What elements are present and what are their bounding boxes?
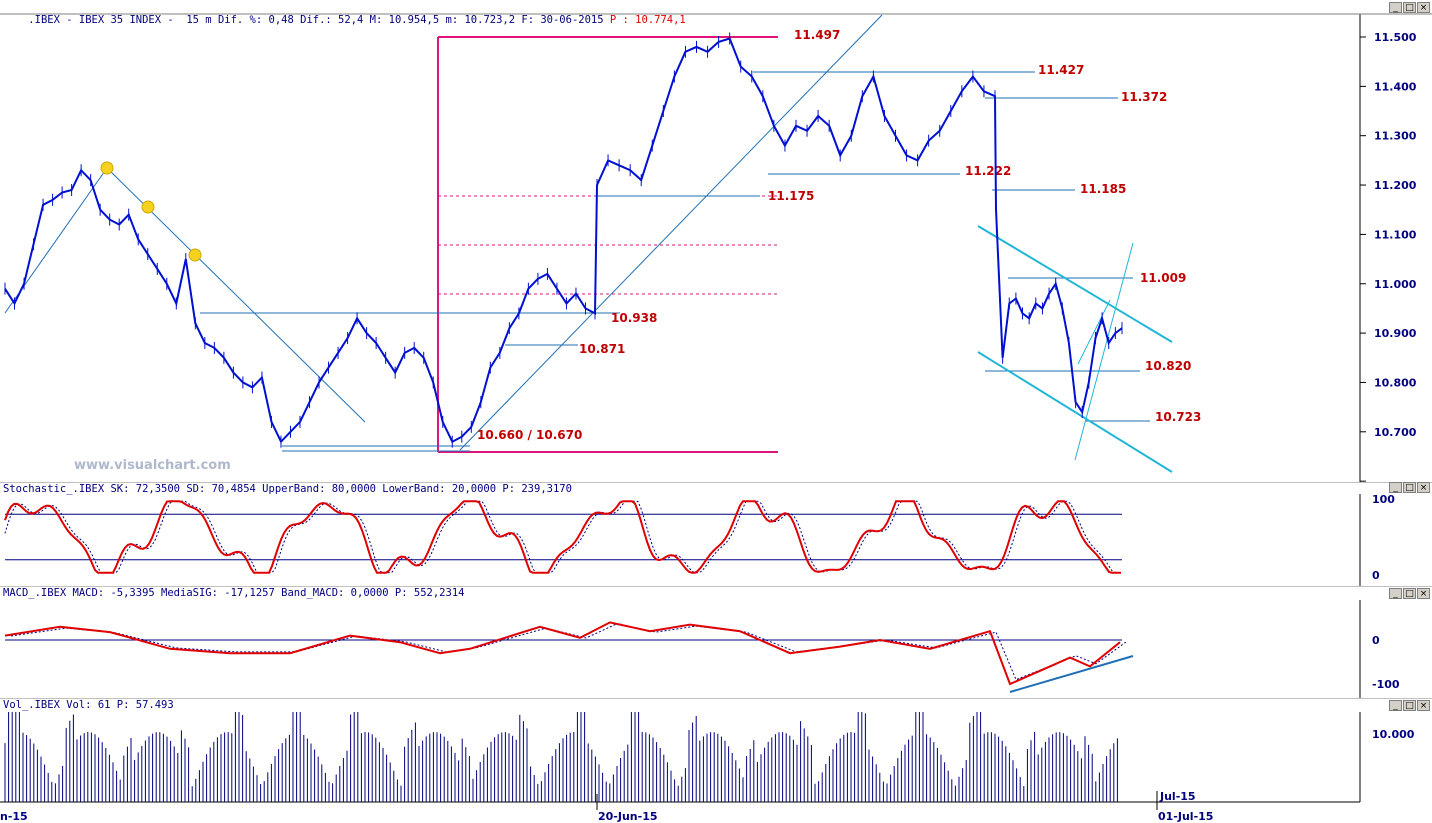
price-axis-label: 11.100	[1374, 228, 1417, 241]
macd-close-button[interactable]: ×	[1417, 588, 1430, 599]
x-axis-label: 20-Jun-15	[598, 810, 658, 823]
pivot-marker	[188, 248, 202, 262]
stoch-sd-line	[4, 500, 1121, 574]
macd-panel[interactable]: MACD_.IBEX MACD: -5,3395 MediaSIG: -17,1…	[0, 586, 1432, 698]
price-series-line	[4, 37, 1123, 444]
vol-restore-button[interactable]: □	[1403, 700, 1416, 711]
price-panel[interactable]: .IBEX - IBEX 35 INDEX - 15 m Dif. %: 0,4…	[0, 0, 1432, 483]
vol-minimize-button[interactable]: _	[1389, 700, 1402, 711]
volume-chart: 10.000 n-15 20-Jun-15 01-Jul-15 Jul-15	[0, 698, 1432, 823]
macd-minimize-button[interactable]: _	[1389, 588, 1402, 599]
level-label: 10.871	[579, 342, 625, 356]
level-label: 11.222	[965, 164, 1011, 178]
price-header-text: .IBEX - IBEX 35 INDEX - 15 m Dif. %: 0,4…	[28, 14, 610, 26]
channel-rising-line	[1074, 242, 1134, 461]
price-axis-label: 11.500	[1374, 31, 1417, 44]
level-label: 11.185	[1080, 182, 1126, 196]
pivot-marker	[141, 200, 155, 214]
x-axis-label: 01-Jul-15	[1158, 810, 1213, 823]
price-axis-label: 10.700	[1374, 426, 1417, 439]
price-axis-label: 11.400	[1374, 80, 1417, 93]
channel-rising-line-2	[1077, 299, 1111, 365]
stoch-restore-button[interactable]: □	[1403, 482, 1416, 493]
price-header-last: P : 10.774,1	[609, 14, 686, 26]
level-label: 11.175	[768, 189, 814, 203]
level-label: 10.820	[1145, 359, 1191, 373]
macd-signal-line	[10, 623, 1127, 681]
pivot-marker	[100, 161, 114, 175]
level-label: 11.427	[1038, 63, 1084, 77]
macd-line	[4, 621, 1121, 686]
price-axis-label: 11.200	[1374, 179, 1417, 192]
stochastic-panel[interactable]: Stochastic_.IBEX SK: 72,3500 SD: 70,4854…	[0, 482, 1432, 586]
price-chart: 11.500 11.400 11.300 11.200 11.100 11.000 10.9…	[0, 13, 1432, 483]
stoch-axis-label: 0	[1372, 569, 1380, 582]
stoch-sk-line	[4, 500, 1121, 574]
macd-axis-label: 0	[1372, 634, 1380, 647]
channel-upper-line	[977, 225, 1173, 343]
vol-close-button[interactable]: ×	[1417, 700, 1430, 711]
macd-chart: 0 -100	[0, 586, 1432, 698]
volume-panel[interactable]: Vol_.IBEX Vol: 61 P: 57.493 10.000 n-15 20…	[0, 698, 1432, 823]
price-axis-label: 11.300	[1374, 130, 1417, 143]
macd-header: MACD_.IBEX MACD: -5,3395 MediaSIG: -17,1…	[3, 587, 465, 599]
stoch-axis-label: 100	[1372, 493, 1395, 506]
level-label: 10.723	[1155, 410, 1201, 424]
macd-axis-label: -100	[1372, 678, 1400, 691]
x-axis-label: Jul-15	[1159, 790, 1196, 803]
price-axis-label: 10.900	[1374, 327, 1417, 340]
level-label: 11.497	[794, 28, 840, 42]
watermark-text: www.visualchart.com	[74, 458, 231, 473]
vol-axis-label: 10.000	[1372, 728, 1415, 741]
macd-restore-button[interactable]: □	[1403, 588, 1416, 599]
stoch-close-button[interactable]: ×	[1417, 482, 1430, 493]
price-axis-label: 11.000	[1374, 278, 1417, 291]
level-label: 11.372	[1121, 90, 1167, 104]
stochastic-header: Stochastic_.IBEX SK: 72,3500 SD: 70,4854…	[3, 483, 572, 495]
uptrend-line-main	[459, 14, 883, 451]
stochastic-chart: 100 0	[0, 482, 1432, 586]
stoch-minimize-button[interactable]: _	[1389, 482, 1402, 493]
restore-button[interactable]: □	[1403, 2, 1416, 13]
price-axis-label: 10.800	[1374, 376, 1417, 389]
minimize-button[interactable]: _	[1389, 2, 1402, 13]
volume-header: Vol_.IBEX Vol: 61 P: 57.493	[3, 699, 174, 711]
x-axis-label: n-15	[0, 810, 28, 823]
price-panel-header: .IBEX - IBEX 35 INDEX - 15 m Dif. %: 0,4…	[3, 1, 686, 40]
channel-lower-line	[977, 351, 1173, 473]
level-label: 10.938	[611, 311, 657, 325]
level-label: 11.009	[1140, 271, 1186, 285]
close-button[interactable]: ×	[1417, 2, 1430, 13]
macd-divergence-line	[1009, 655, 1134, 693]
level-label: 10.660 / 10.670	[477, 428, 582, 442]
